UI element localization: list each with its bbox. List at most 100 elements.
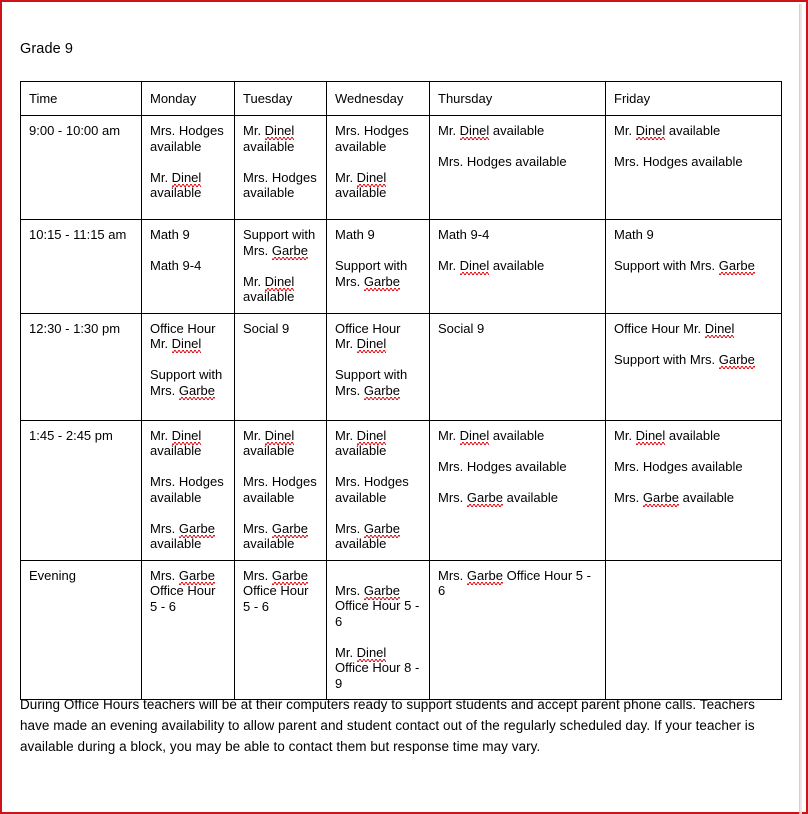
cell-entry: Office Hour Mr. Dinel (150, 320, 216, 352)
spellcheck-word: Garbe (363, 582, 401, 598)
table-row: 10:15 - 11:15 am Math 9 Math 9-4 Support … (20, 219, 782, 314)
table-row: Evening Mrs. Garbe Office Hour 5 - 6 Mrs… (20, 559, 782, 700)
cell-entry: Support with Mrs. Garbe (614, 351, 755, 367)
spellcheck-word: Dinel (356, 427, 387, 443)
cell-entries: Support with Mrs. Garbe Mr. Dinel availab… (243, 227, 318, 305)
schedule-cell-monday: Mr. Dinel available Mrs. Hodges available… (141, 419, 235, 561)
time-slot-label: 10:15 - 11:15 am (20, 219, 142, 314)
schedule-cell-tuesday: Social 9 (234, 312, 327, 421)
cell-entry: Mrs. Garbe Office Hour 5 - 6 (243, 567, 309, 614)
cell-entry: Math 9 (150, 227, 190, 242)
schedule-cell-wednesday: Mrs. Hodges available Mr. Dinel available (326, 115, 430, 220)
cell-entries: Math 9-4 Mr. Dinel available (438, 227, 597, 274)
cell-entry: Math 9-4 (150, 258, 202, 273)
spellcheck-word: Garbe (271, 567, 309, 583)
cell-entry: Math 9 (614, 227, 654, 242)
schedule-cell-friday (605, 559, 782, 700)
time-slot-label: 12:30 - 1:30 pm (20, 312, 142, 421)
spellcheck-word: Garbe (718, 258, 755, 273)
cell-entry: Office Hour Mr. Dinel (335, 320, 401, 352)
cell-entries: Mr. Dinel available Mrs. Hodges available (438, 123, 597, 170)
column-header-wednesday: Wednesday (326, 81, 430, 116)
schedule-cell-thursday: Social 9 (429, 312, 606, 421)
cell-entry: Mrs. Hodges available (150, 474, 224, 505)
schedule-cell-tuesday: Support with Mrs. Garbe Mr. Dinel availab… (234, 219, 327, 314)
cell-entries: Mr. Dinel available Mrs. Hodges available… (150, 428, 226, 552)
cell-entries: Mr. Dinel available Mrs. Hodges available… (335, 428, 421, 552)
table-row: 12:30 - 1:30 pm Office Hour Mr. Dinel Sup… (20, 312, 782, 421)
table-row: 9:00 - 10:00 am Mrs. Hodges available Mr.… (20, 115, 782, 220)
cell-entries: Office Hour Mr. Dinel Support with Mrs. G… (614, 321, 773, 368)
cell-entry: Mr. Dinel available (243, 427, 295, 459)
cell-entry: Mrs. Garbe available (335, 520, 401, 552)
time-slot-label: Evening (20, 559, 142, 700)
spellcheck-word: Dinel (264, 123, 295, 138)
spellcheck-word: Dinel (171, 336, 202, 351)
cell-entries: Math 9 Support with Mrs. Garbe (335, 227, 421, 289)
cell-entries: Office Hour Mr. Dinel Support with Mrs. G… (150, 321, 226, 399)
cell-entries: Mr. Dinel available Mrs. Hodges available (614, 123, 773, 170)
spellcheck-word: Dinel (704, 320, 735, 336)
cell-entries: Math 9 Math 9-4 (150, 227, 226, 274)
cell-entry: Mrs. Hodges available (150, 123, 224, 154)
cell-entry: Mr. Dinel available (438, 427, 545, 443)
schedule-cell-monday: Mrs. Garbe Office Hour 5 - 6 (141, 559, 235, 700)
time-slot-label: 1:45 - 2:45 pm (20, 419, 142, 561)
cell-entry: Mrs. Garbe Office Hour 5 - 6 (438, 567, 591, 599)
spellcheck-word: Dinel (635, 427, 666, 443)
column-header-time: Time (20, 81, 142, 116)
schedule-cell-friday: Mr. Dinel available Mrs. Hodges available… (605, 419, 782, 561)
cell-entries: Mr. Dinel available Mrs. Hodges available… (243, 428, 318, 552)
cell-entries: Mrs. Garbe Office Hour 5 - 6 (438, 568, 597, 599)
cell-entry: Mr. Dinel available (614, 123, 721, 138)
cell-entry: Mrs. Hodges available (243, 169, 317, 201)
schedule-cell-wednesday: Office Hour Mr. Dinel Support with Mrs. G… (326, 312, 430, 421)
spellcheck-word: Dinel (356, 336, 387, 351)
spellcheck-word: Dinel (459, 258, 490, 273)
cell-entry: Social 9 (243, 320, 290, 336)
cell-entry: Mr. Dinel available (150, 427, 202, 459)
spellcheck-word: Garbe (178, 520, 216, 536)
cell-entry: Mrs. Garbe Office Hour 5 - 6 (335, 582, 420, 629)
spellcheck-word: Garbe (363, 520, 401, 536)
cell-entry: Support with Mrs. Garbe (335, 367, 408, 398)
cell-entries: Mrs. Garbe Office Hour 5 - 6 Mr. Dinel Of… (335, 568, 421, 692)
cell-entries: Office Hour Mr. Dinel Support with Mrs. G… (335, 321, 421, 399)
time-slot-label: 9:00 - 10:00 am (20, 115, 142, 220)
cell-entry: Social 9 (438, 320, 485, 336)
schedule-cell-tuesday: Mrs. Garbe Office Hour 5 - 6 (234, 559, 327, 700)
spellcheck-word: Dinel (459, 123, 490, 138)
spellcheck-word: Garbe (363, 382, 401, 398)
spellcheck-word: Dinel (171, 427, 202, 443)
cell-entries: Mrs. Hodges available Mr. Dinel available (150, 123, 226, 201)
schedule-cell-monday: Mrs. Hodges available Mr. Dinel available (141, 115, 235, 220)
schedule-table: Time Monday Tuesday Wednesday Thursday F… (20, 81, 782, 700)
table-row: 1:45 - 2:45 pm Mr. Dinel available Mrs. H… (20, 419, 782, 561)
cell-entry: Mrs. Garbe available (438, 489, 558, 505)
cell-entry: Mrs. Hodges available (614, 458, 743, 474)
cell-entry: Math 9-4 (438, 227, 490, 242)
schedule-cell-wednesday: Math 9 Support with Mrs. Garbe (326, 219, 430, 314)
schedule-cell-thursday: Mr. Dinel available Mrs. Hodges available… (429, 419, 606, 561)
schedule-cell-tuesday: Mr. Dinel available Mrs. Hodges available… (234, 419, 327, 561)
cell-entry: Mr. Dinel available (335, 427, 387, 459)
cell-entry: Mrs. Hodges available (438, 458, 567, 474)
cell-entry: Mr. Dinel available (243, 273, 295, 305)
cell-entries: Mrs. Hodges available Mr. Dinel available (335, 123, 421, 201)
cell-entry: Mr. Dinel available (150, 169, 202, 201)
spellcheck-word: Dinel (171, 169, 202, 185)
spellcheck-word: Garbe (271, 242, 309, 258)
column-header-thursday: Thursday (429, 81, 606, 116)
spellcheck-word: Garbe (178, 567, 216, 583)
cell-entry: Mrs. Hodges available (335, 123, 409, 154)
spellcheck-word: Garbe (363, 273, 401, 289)
cell-entry: Support with Mrs. Garbe (150, 367, 223, 398)
column-header-friday: Friday (605, 81, 782, 116)
cell-entry: Office Hour Mr. Dinel (614, 320, 735, 336)
schedule-cell-wednesday: Mrs. Garbe Office Hour 5 - 6 Mr. Dinel Of… (326, 559, 430, 700)
spellcheck-word: Dinel (356, 644, 387, 660)
spellcheck-word: Garbe (642, 489, 680, 505)
spellcheck-word: Dinel (635, 123, 666, 138)
cell-entry: Mrs. Hodges available (438, 154, 567, 169)
